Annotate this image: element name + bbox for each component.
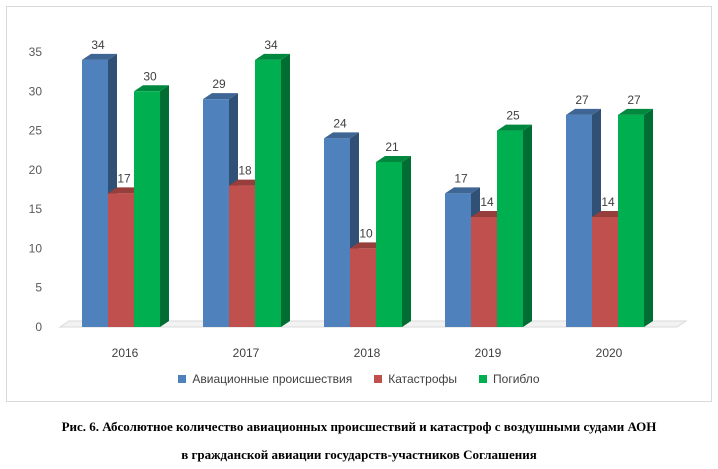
x-tick-label: 2016 <box>112 346 139 360</box>
bar-side <box>402 156 411 327</box>
legend-item-fatalities: Погибло <box>479 372 540 386</box>
y-tick-label: 5 <box>35 281 42 295</box>
bar <box>497 130 523 327</box>
y-tick-label: 35 <box>29 45 43 59</box>
bar <box>566 114 592 327</box>
legend-item-crashes: Катастрофы <box>374 372 457 386</box>
bar-chart: 0 5 10 15 20 25 30 35 34 17 30 2016 29 18 34 2017 24 10 21… <box>29 38 688 360</box>
bar-top <box>203 93 238 100</box>
bar <box>229 185 255 327</box>
bar-side <box>160 85 169 328</box>
legend-label-fatalities: Погибло <box>493 372 540 386</box>
x-tick-label: 2017 <box>233 346 260 360</box>
bar-top <box>618 108 653 115</box>
bar-top <box>497 124 532 131</box>
bar <box>350 248 376 327</box>
y-tick-label: 10 <box>29 241 43 255</box>
bar <box>82 59 108 327</box>
bar <box>471 217 497 327</box>
chart-legend: Авиационные происшествия Катастрофы Поги… <box>0 372 718 386</box>
data-label: 17 <box>117 171 131 185</box>
bar-top <box>82 53 117 60</box>
data-label: 25 <box>506 109 520 123</box>
data-label: 17 <box>454 171 468 185</box>
data-label: 18 <box>238 164 252 178</box>
data-label: 34 <box>264 38 278 52</box>
y-tick-label: 15 <box>29 202 43 216</box>
bar-top <box>324 132 359 139</box>
x-tick-label: 2018 <box>354 346 381 360</box>
legend-swatch-incidents <box>178 375 187 383</box>
bar <box>376 162 402 327</box>
data-label: 34 <box>91 38 105 52</box>
bar <box>108 193 134 327</box>
data-label: 29 <box>212 77 226 91</box>
data-label: 24 <box>333 116 347 130</box>
bar <box>255 59 281 327</box>
legend-label-incidents: Авиационные происшествия <box>192 372 353 386</box>
bar <box>445 193 471 327</box>
data-label: 21 <box>385 140 399 154</box>
bar-top <box>255 53 290 60</box>
y-tick-label: 20 <box>29 163 43 177</box>
y-tick-label: 0 <box>35 320 42 334</box>
data-label: 27 <box>575 93 589 107</box>
bar <box>203 99 229 328</box>
data-label: 30 <box>143 69 157 83</box>
legend-item-incidents: Авиационные происшествия <box>178 372 352 386</box>
y-tick-label: 25 <box>29 124 43 138</box>
caption-line-1: Рис. 6. Абсолютное количество авиационны… <box>61 419 657 434</box>
bar <box>134 91 160 328</box>
y-tick-label: 30 <box>29 84 43 98</box>
data-label: 27 <box>627 93 641 107</box>
bar <box>618 114 644 327</box>
legend-swatch-crashes <box>374 375 383 383</box>
legend-label-crashes: Катастрофы <box>388 372 458 386</box>
bar <box>324 138 350 327</box>
x-tick-label: 2019 <box>475 346 502 360</box>
data-label: 10 <box>359 226 373 240</box>
bar-top <box>566 108 601 115</box>
figure-caption: Рис. 6. Абсолютное количество авиационны… <box>0 413 718 469</box>
data-label: 14 <box>480 195 494 209</box>
bar-top <box>376 156 411 162</box>
x-tick-label: 2020 <box>596 346 623 360</box>
bar-top <box>445 187 480 194</box>
data-label: 14 <box>601 195 615 209</box>
caption-line-2: в гражданской авиации государств-участни… <box>181 447 537 462</box>
bar-side <box>281 53 290 327</box>
bar-side <box>523 124 532 327</box>
bar <box>592 217 618 327</box>
bar-side <box>644 108 653 327</box>
bar-top <box>134 85 169 92</box>
legend-swatch-fatalities <box>479 375 488 383</box>
